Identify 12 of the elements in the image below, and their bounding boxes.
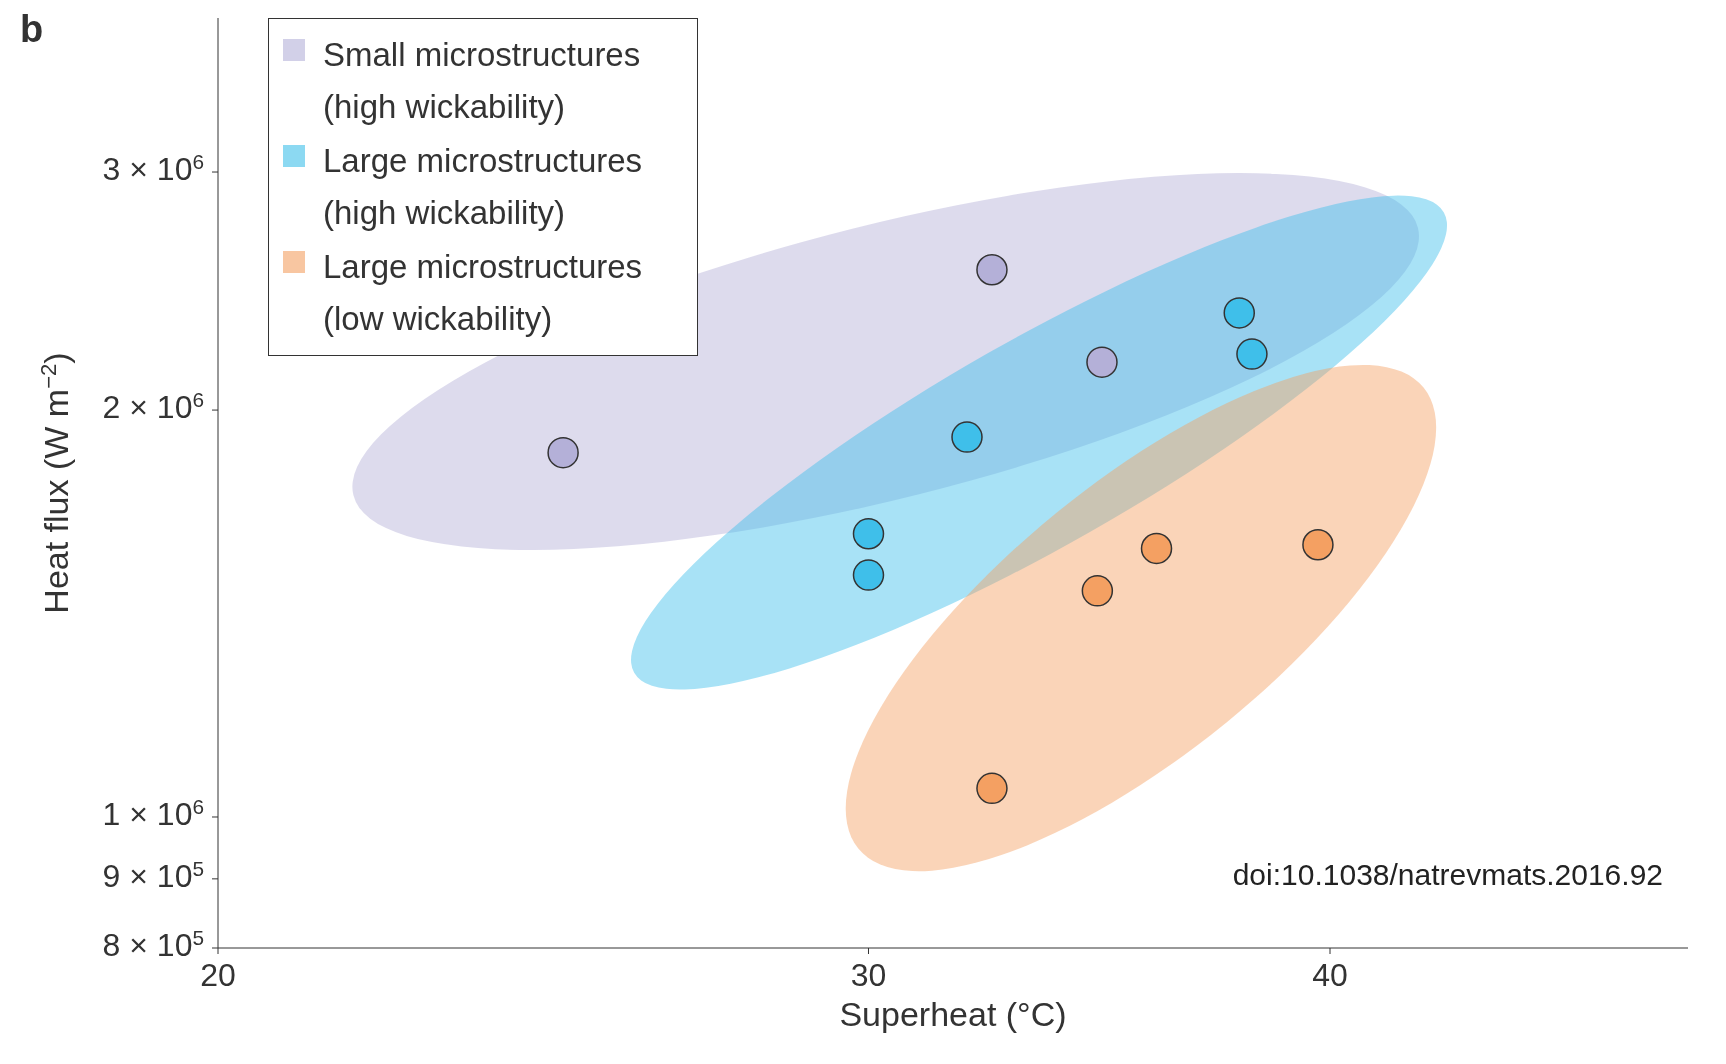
x-axis-title: Superheat (°C) bbox=[839, 995, 1067, 1033]
annotation: doi:10.1038/natrevmats.2016.92 bbox=[1232, 858, 1663, 892]
y-tick-label: 1 × 10$^{6}$ bbox=[102, 794, 204, 832]
legend-label: Large microstructures (low wickability) bbox=[323, 247, 644, 339]
legend-label: Small microstructures (high wickability) bbox=[323, 35, 642, 127]
legend-label: Large microstructures (high wickability) bbox=[323, 141, 644, 233]
x-tick-label: 30 bbox=[850, 957, 887, 993]
y-tick-label: 2 × 10$^{6}$ bbox=[102, 387, 204, 426]
y-tick-label: 3 × 10$^{6}$ bbox=[102, 149, 204, 188]
x-tick-label: 40 bbox=[1312, 957, 1348, 993]
y-tick-label: 9 × 10$^{5}$ bbox=[102, 856, 204, 894]
text: b bbox=[20, 8, 44, 51]
